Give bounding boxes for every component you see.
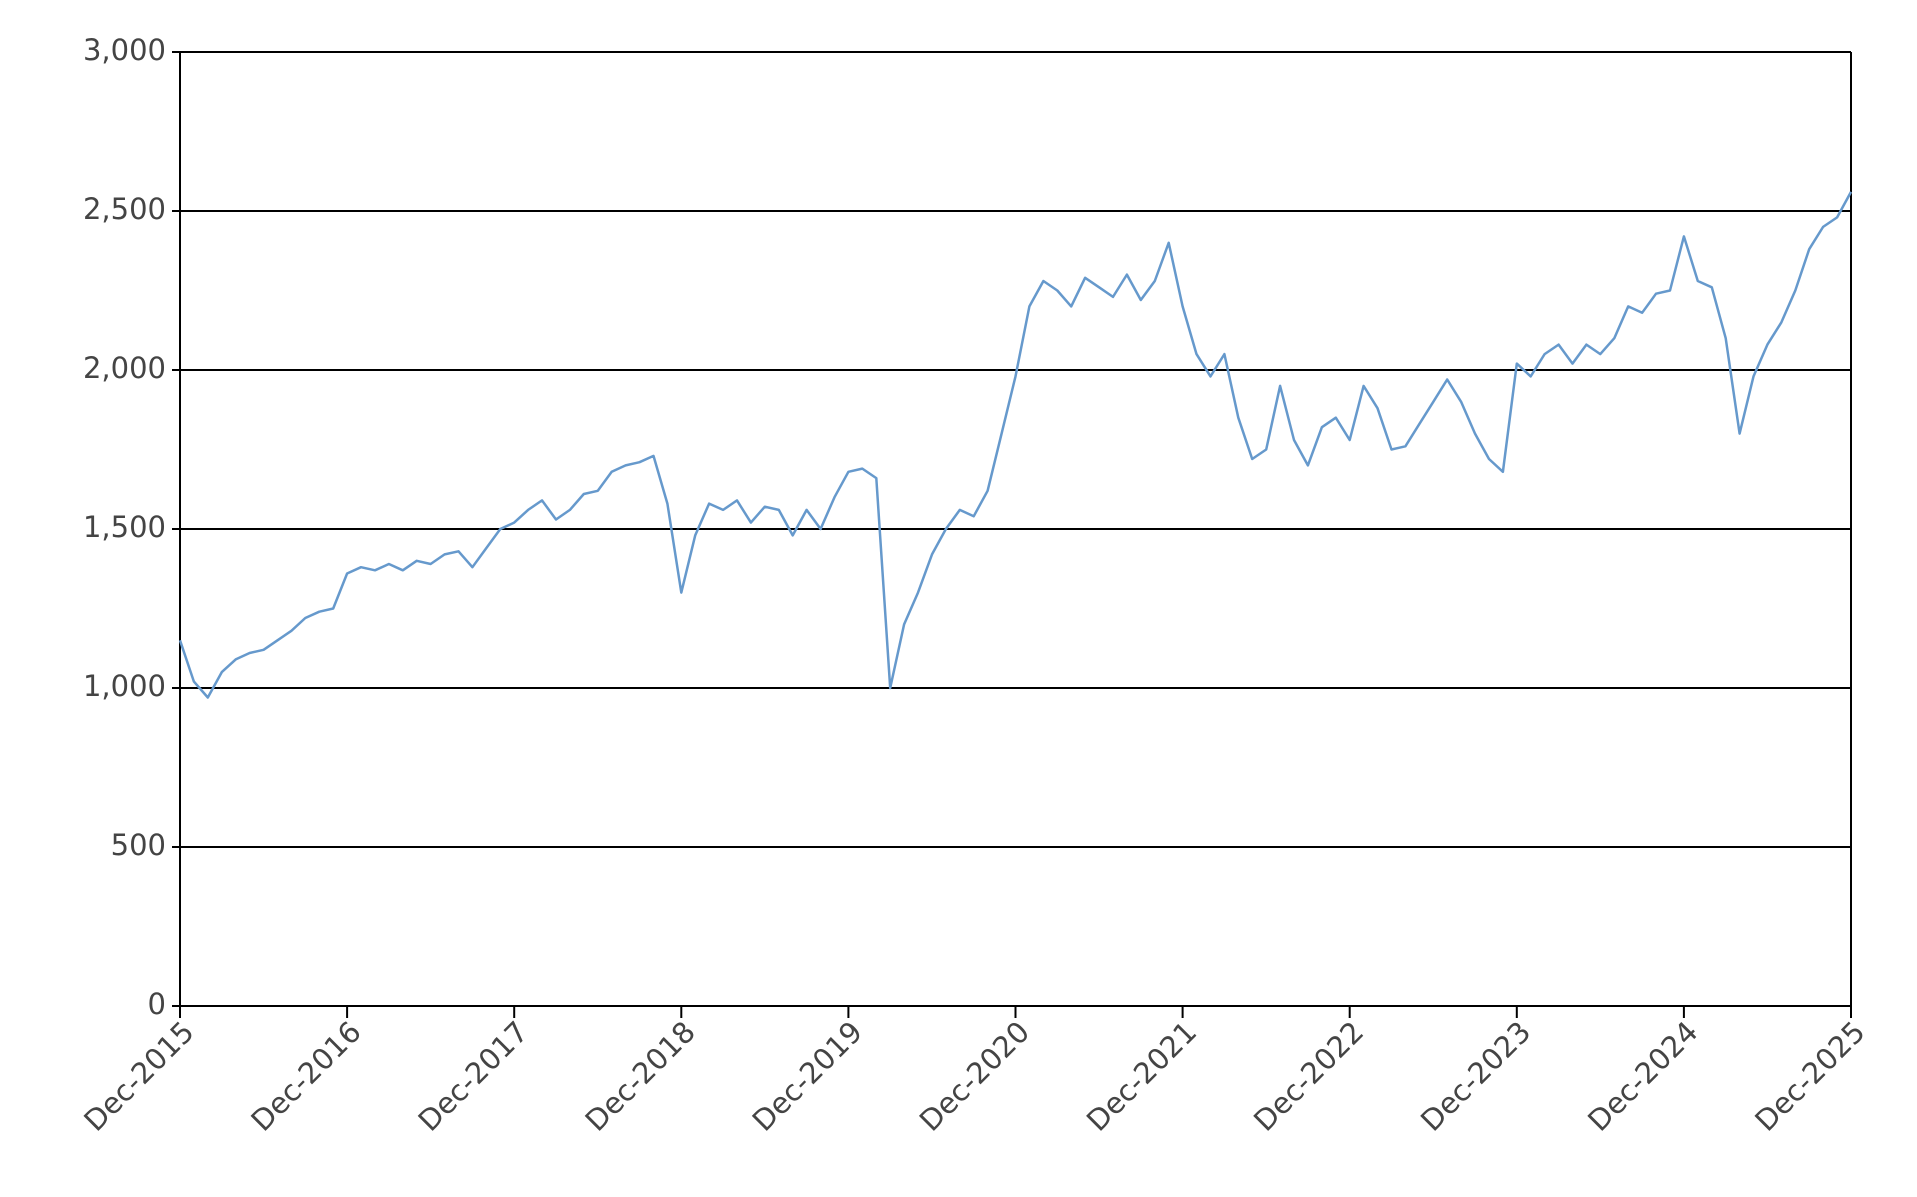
- y-tick-label: 2,000: [83, 351, 166, 385]
- x-tick-label: Dec-2023: [1414, 1015, 1537, 1138]
- x-tick-label: Dec-2025: [1748, 1015, 1871, 1138]
- x-tick-label: Dec-2015: [77, 1015, 200, 1138]
- x-tick-label: Dec-2021: [1080, 1015, 1203, 1138]
- x-tick-label: Dec-2018: [579, 1015, 702, 1138]
- y-tick-label: 2,500: [83, 192, 166, 226]
- x-tick-label: Dec-2020: [913, 1015, 1036, 1138]
- data-line: [178, 191, 1853, 699]
- x-tick-label: Dec-2017: [411, 1015, 534, 1138]
- y-tick-label: 0: [148, 987, 166, 1021]
- y-tick-label: 3,000: [83, 33, 166, 67]
- y-tick-label: 500: [111, 828, 166, 862]
- y-tick-label: 1,000: [83, 669, 166, 703]
- x-tick-label: Dec-2024: [1581, 1015, 1704, 1138]
- x-tick-label: Dec-2019: [746, 1015, 869, 1138]
- x-tick-label: Dec-2016: [244, 1015, 367, 1138]
- y-tick-label: 1,500: [83, 510, 166, 544]
- x-tick-label: Dec-2022: [1247, 1015, 1370, 1138]
